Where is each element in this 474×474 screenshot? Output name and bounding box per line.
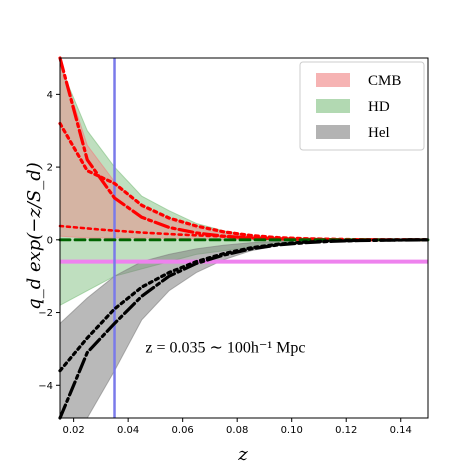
y-tick-label: 0 [47, 235, 53, 246]
legend: CMB HD Hel [299, 61, 425, 151]
y-tick-label: 2 [47, 163, 53, 174]
y-axis-ticks: −4 −2 0 2 4 [38, 90, 60, 392]
legend-swatch-hel [316, 125, 350, 139]
y-tick-label: 4 [47, 90, 53, 101]
legend-label-hd: HD [368, 99, 390, 115]
y-tick-label: −2 [38, 308, 53, 319]
x-tick-label: 0.04 [117, 425, 139, 436]
y-axis-label: q_d exp(−z/S_d) [24, 162, 45, 310]
legend-swatch-cmb [316, 73, 350, 87]
legend-label-hel: Hel [368, 125, 390, 141]
x-axis-ticks: 0.02 0.04 0.06 0.08 0.10 0.12 0.14 [62, 418, 412, 436]
x-axis-label: z [237, 444, 248, 465]
x-tick-label: 0.10 [281, 425, 303, 436]
x-tick-label: 0.08 [226, 425, 248, 436]
x-tick-label: 0.06 [172, 425, 194, 436]
plot-frame [59, 57, 429, 419]
series-line-5 [58, 238, 430, 373]
y-tick-label: −4 [38, 381, 53, 392]
annotation-text: z = 0.035 ∼ 100h⁻¹ Mpc [145, 340, 305, 357]
x-tick-label: 0.14 [390, 425, 412, 436]
legend-label-cmb: CMB [368, 73, 401, 89]
x-tick-label: 0.12 [335, 425, 357, 436]
series-lines [58, 56, 430, 420]
legend-swatch-hd [316, 99, 350, 113]
x-tick-label: 0.02 [62, 425, 84, 436]
